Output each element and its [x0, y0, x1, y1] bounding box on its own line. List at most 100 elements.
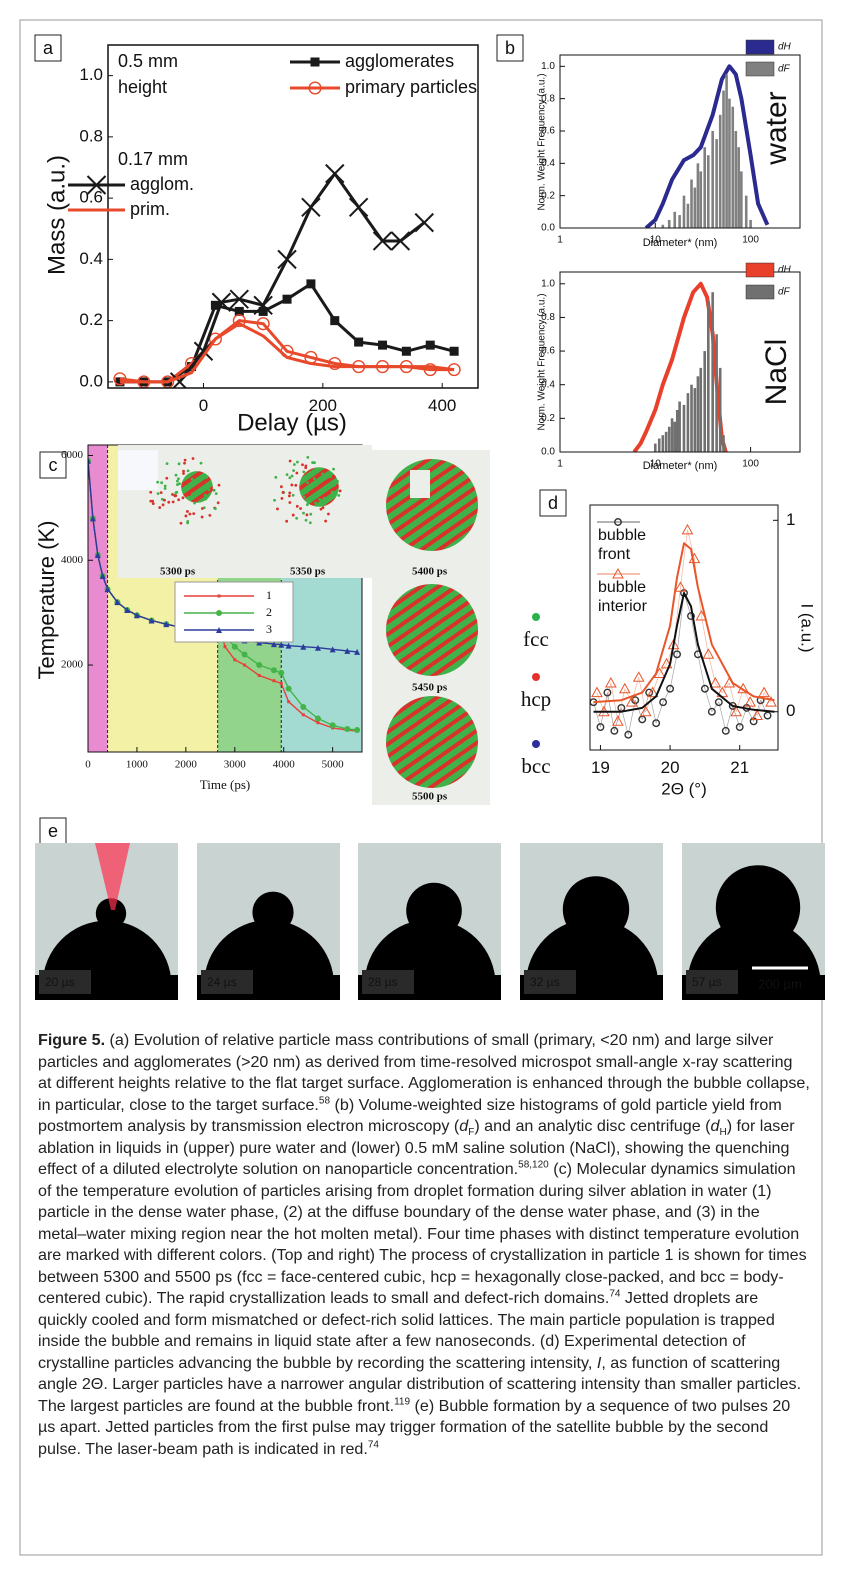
- marker: [681, 523, 694, 535]
- plot-frame: [107, 44, 479, 389]
- marker: [113, 372, 127, 386]
- marker: [210, 300, 220, 310]
- snapshot-atom: [192, 512, 196, 516]
- marker: [763, 711, 772, 720]
- phase-label: fcc: [523, 627, 549, 651]
- marker: [86, 175, 107, 195]
- x-tick-label: 5000: [322, 758, 345, 770]
- legend-label: dH: [778, 42, 792, 53]
- y-axis-label: Mass (a.u.): [43, 155, 70, 275]
- marker: [163, 621, 170, 628]
- marker: [659, 698, 668, 707]
- marker: [329, 646, 336, 653]
- snapshot-atom: [217, 483, 221, 487]
- snapshot-atom: [181, 496, 185, 500]
- bar: [690, 179, 693, 228]
- snapshot-atom: [292, 463, 296, 466]
- snapshot-atom: [319, 507, 323, 511]
- marker: [99, 572, 106, 579]
- caption-run: (b) Volume-weighted size histograms of g…: [38, 1095, 782, 1136]
- bar: [722, 90, 725, 228]
- bar: [696, 163, 700, 228]
- snapshot-atom: [174, 473, 178, 477]
- marker: [449, 346, 459, 356]
- marker: [610, 726, 619, 735]
- bar: [690, 384, 693, 452]
- panel-label: e: [48, 821, 58, 841]
- marker: [282, 294, 292, 304]
- snapshot-atom: [305, 498, 309, 502]
- y-tick-label: 0.4: [541, 379, 555, 390]
- photo-label: 32 µs: [530, 975, 560, 989]
- snapshot-atom: [149, 499, 153, 503]
- marker: [765, 696, 777, 707]
- marker: [232, 314, 246, 328]
- snapshot-atom: [321, 476, 325, 480]
- series-line: [644, 64, 770, 228]
- marker: [702, 648, 715, 659]
- snapshot-atom: [273, 498, 276, 502]
- snapshot-atom: [188, 493, 191, 496]
- photo-label-box: [201, 970, 253, 994]
- snapshot-atom: [290, 483, 294, 487]
- snapshot-atom: [158, 506, 162, 509]
- snapshot-atom: [305, 490, 309, 494]
- snapshot-atom: [292, 469, 296, 473]
- x-tick-label: 0: [199, 396, 208, 415]
- photo-label-box: [686, 970, 738, 994]
- snapshot-atom: [288, 501, 292, 504]
- marker: [257, 674, 261, 678]
- x-tick-label: 1: [557, 459, 563, 470]
- bar: [707, 155, 710, 228]
- marker: [596, 723, 605, 731]
- snapshot-atom: [281, 491, 285, 494]
- marker: [344, 725, 351, 732]
- bar: [678, 215, 681, 228]
- snapshot-atom: [321, 504, 325, 507]
- bar: [740, 171, 743, 228]
- y-axis-label: Norm. Weight Frequency (a.u.): [537, 293, 548, 430]
- snapshot-atom: [296, 460, 299, 464]
- photo-satellite: [406, 882, 462, 939]
- x-axis-label: Diameter* (nm): [643, 460, 718, 472]
- snapshot-atom: [322, 496, 326, 500]
- marker: [646, 686, 659, 698]
- snapshot-particle: [386, 696, 478, 788]
- snapshot-atom: [315, 483, 318, 487]
- marker: [660, 657, 673, 669]
- snapshot-atom: [290, 474, 294, 478]
- marker: [372, 231, 393, 251]
- snapshot-atom: [160, 481, 164, 485]
- marker: [314, 715, 321, 722]
- marker: [133, 612, 140, 619]
- snapshot-atom: [183, 458, 187, 462]
- photo-label: 24 µs: [207, 975, 237, 989]
- caption-run: , as function of scattering angle 2Θ. La…: [38, 1353, 802, 1415]
- y-tick-label: 0.6: [541, 126, 555, 137]
- photo-satellite: [252, 891, 294, 933]
- x-tick-label: 100: [742, 235, 759, 246]
- marker: [348, 197, 369, 218]
- snapshot-atom: [193, 501, 196, 505]
- bar: [715, 139, 718, 228]
- panel-label: b: [505, 38, 515, 58]
- snapshot-atom: [308, 521, 312, 525]
- x-tick-label: 10: [650, 235, 662, 246]
- marker: [401, 346, 411, 356]
- snapshot-atom: [336, 479, 339, 483]
- marker: [272, 679, 276, 683]
- marker: [300, 703, 307, 710]
- figure-border: [19, 19, 823, 1556]
- snapshot-atom: [188, 512, 192, 516]
- snapshot-atom: [202, 506, 206, 510]
- series-line: [119, 322, 455, 384]
- bar: [718, 367, 722, 452]
- bar: [722, 435, 725, 452]
- y-tick-label: 0.8: [79, 126, 103, 145]
- marker: [104, 586, 111, 593]
- plot-series: [113, 163, 461, 388]
- legend-swatch: [745, 61, 775, 77]
- panel-label: d: [548, 493, 558, 513]
- snapshot-atom: [324, 519, 328, 523]
